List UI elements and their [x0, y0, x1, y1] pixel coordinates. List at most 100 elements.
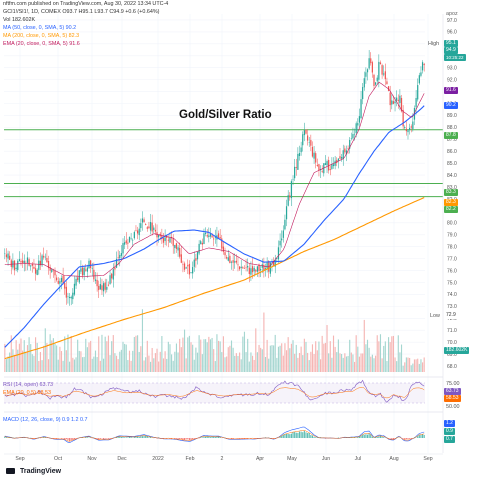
volume-bar [396, 361, 398, 372]
y-tick-label: 92.0 [447, 77, 457, 83]
volume-bar [349, 339, 351, 372]
candle-body [183, 263, 186, 270]
volume-bar [177, 352, 179, 372]
volume-bar [77, 339, 79, 372]
candle-body [179, 247, 181, 257]
candle-body [255, 269, 257, 272]
macd-histogram-bar [124, 437, 126, 438]
candle-body [355, 123, 357, 134]
candle-body [122, 243, 124, 254]
candle-body [111, 273, 113, 279]
candle-body [272, 261, 275, 266]
candle-body [56, 277, 58, 281]
candle-body [371, 62, 373, 73]
x-tick-label: May [287, 456, 297, 462]
macd-histogram-bar [130, 436, 132, 438]
volume-bar [141, 309, 144, 372]
macd-line [4, 426, 425, 444]
volume-bar [294, 353, 296, 372]
candle-body [104, 282, 106, 290]
volume-bar [137, 335, 139, 372]
candle-body [324, 163, 327, 165]
volume-bar [347, 355, 349, 372]
volume-bar [271, 345, 273, 372]
volume-bar [104, 336, 106, 372]
candle-body [141, 218, 144, 223]
volume-bar [376, 335, 378, 372]
volume-bar [350, 352, 352, 372]
grid-layer [4, 14, 429, 453]
candle-body [30, 265, 32, 267]
candle-body [209, 233, 212, 237]
macd-histogram-bar [298, 431, 301, 438]
candle-body [285, 206, 288, 220]
candle-body [132, 239, 134, 241]
macd-histogram-bar [206, 436, 208, 438]
volume-bar [169, 344, 171, 372]
volume-bar [9, 352, 11, 372]
candle-body [336, 160, 338, 163]
volume-bar [183, 329, 186, 372]
macd-histogram-bar [219, 437, 221, 438]
candle-body [410, 126, 412, 128]
candle-body [90, 260, 92, 268]
candle-body [300, 147, 302, 153]
candle-body [340, 157, 343, 159]
volume-bar [256, 352, 258, 372]
volume-bar [303, 338, 305, 372]
volume-bar [400, 344, 403, 372]
volume-bar [28, 337, 30, 372]
macd-histogram-bar [273, 438, 275, 439]
candle-body [193, 259, 195, 267]
rsi-ema-tag: 58.53 [444, 395, 461, 402]
tradingview-brand[interactable]: TradingView [6, 468, 61, 475]
candle-body [96, 279, 98, 287]
volume-bar [69, 361, 71, 372]
candle-body [174, 244, 176, 249]
candle-body [238, 266, 241, 270]
macd-histogram-bar [315, 437, 317, 438]
candle-body [41, 255, 43, 266]
volume-bar [39, 352, 41, 372]
macd-legend: MACD (12, 26, close, 9) 0.9 1.2 0.7 [3, 417, 88, 423]
volume-bar [353, 361, 356, 372]
volume-bar [81, 357, 84, 372]
macd-histogram-bar [72, 438, 74, 441]
macd-signal-line [4, 430, 425, 442]
volume-bar [324, 342, 326, 372]
volume-bar [277, 346, 280, 372]
macd-histogram-bar [303, 430, 305, 438]
candle-body [196, 252, 199, 260]
volume-bar [331, 357, 333, 372]
volume-bar [124, 343, 126, 372]
macd-histogram-bar [237, 438, 239, 439]
volume-bar [119, 351, 121, 372]
volume-bar [360, 353, 362, 372]
candle-body [31, 264, 33, 266]
volume-bar [52, 338, 54, 372]
candle-body [339, 156, 341, 159]
candle-body [128, 237, 131, 243]
volume-bar [345, 356, 348, 372]
candle-body [73, 283, 76, 295]
macd-histogram-bar [115, 437, 118, 438]
y-tick-label: 78.0 [447, 245, 457, 251]
macd-histogram-bar [214, 436, 216, 438]
volume-bar [5, 359, 7, 372]
volume-bar [73, 359, 76, 372]
volume-bar [179, 338, 181, 372]
candle-body [250, 268, 252, 275]
volume-bar [15, 340, 17, 372]
macd-histogram-bar [404, 438, 406, 440]
candle-body [60, 277, 63, 282]
candle-body [190, 272, 192, 274]
y-tick-label: 89.0 [447, 113, 457, 119]
volume-bar [7, 356, 9, 372]
volume-bar [145, 357, 147, 372]
x-tick-label: Dec [117, 456, 127, 462]
volume-bar [219, 341, 221, 372]
rsi-ema-legend: EMA (20, 0.5) 58.53 [3, 390, 51, 396]
volume-bar [138, 351, 140, 372]
volume-bar [253, 359, 255, 372]
